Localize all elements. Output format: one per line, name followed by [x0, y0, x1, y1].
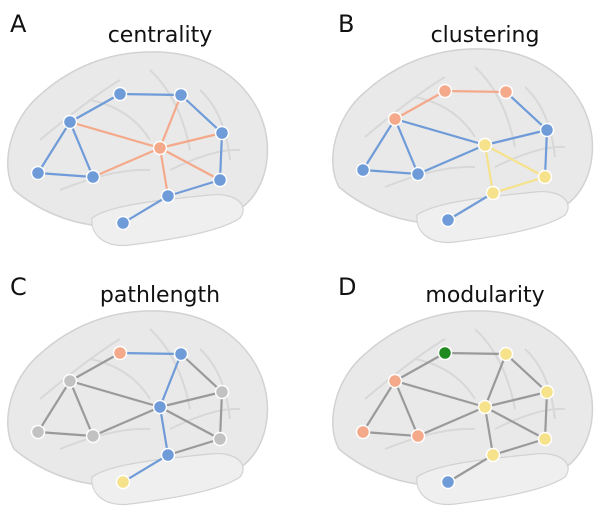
node [162, 449, 175, 462]
node [87, 430, 100, 443]
node [442, 476, 455, 489]
node [175, 89, 188, 102]
node [114, 347, 127, 360]
node [389, 113, 402, 126]
edge [120, 353, 181, 354]
node [357, 426, 370, 439]
panel-title: pathlength [100, 283, 220, 308]
panel [8, 311, 268, 505]
panel-letter: A [10, 10, 27, 38]
node [162, 190, 175, 203]
node [500, 86, 513, 99]
node [87, 171, 100, 184]
node [64, 116, 77, 129]
node [216, 386, 229, 399]
node [487, 449, 500, 462]
edge [120, 94, 181, 95]
node [539, 171, 552, 184]
figure: Acentrality Bclustering Cpathlength Dmodula… [0, 0, 605, 508]
panel [8, 52, 268, 246]
node [117, 476, 130, 489]
node [389, 375, 402, 388]
node [479, 401, 492, 414]
panel-letter: D [338, 273, 356, 301]
node [175, 348, 188, 361]
node [32, 167, 45, 180]
node [487, 187, 500, 200]
panel-title: centrality [108, 23, 213, 48]
node [479, 139, 492, 152]
panel-letter: C [10, 273, 27, 301]
panel [333, 49, 593, 243]
node [439, 85, 452, 98]
node [439, 347, 452, 360]
node [500, 348, 513, 361]
node [442, 214, 455, 227]
panel [333, 311, 593, 505]
node [216, 127, 229, 140]
edge [445, 353, 506, 354]
node [64, 375, 77, 388]
node [541, 124, 554, 137]
panel-title: modularity [425, 283, 544, 308]
node [412, 168, 425, 181]
node [154, 401, 167, 414]
node [539, 433, 552, 446]
node [154, 142, 167, 155]
node [357, 164, 370, 177]
node [214, 433, 227, 446]
page: {"panels": [ {"letter": "A", "title": "c… [0, 0, 605, 508]
node [32, 426, 45, 439]
node [214, 174, 227, 187]
panel-letter: B [338, 10, 354, 38]
node [541, 386, 554, 399]
edge [445, 91, 506, 92]
node [114, 88, 127, 101]
panel-title: clustering [431, 23, 540, 48]
node [117, 217, 130, 230]
node [412, 430, 425, 443]
